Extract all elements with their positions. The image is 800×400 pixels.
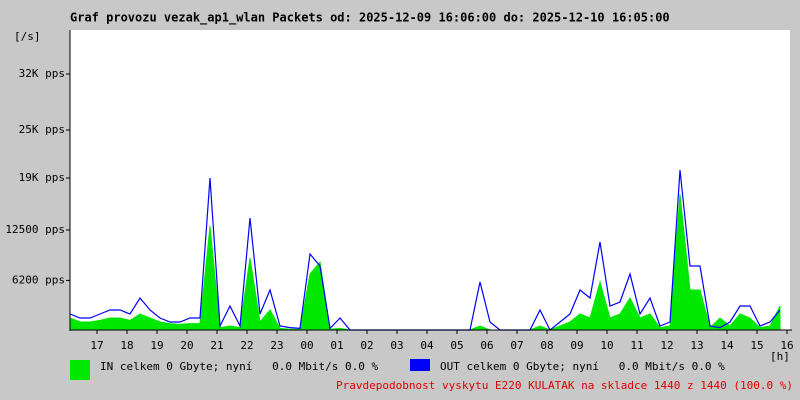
- y-tick-label: 32K pps: [19, 67, 65, 80]
- x-tick-label: 02: [360, 339, 373, 352]
- x-tick-label: 19: [150, 339, 163, 352]
- y-tick-label: 19K pps: [19, 171, 65, 184]
- x-tick-label: 17: [90, 339, 103, 352]
- x-tick-label: 04: [420, 339, 434, 352]
- x-tick-label: 03: [390, 339, 403, 352]
- x-tick-label: 22: [240, 339, 253, 352]
- legend-swatch: [70, 360, 90, 380]
- y-tick-label: 25K pps: [19, 123, 65, 136]
- y-tick-label: 6200 pps: [12, 273, 65, 286]
- chart-title: Graf provozu vezak_ap1_wlan Packets od: …: [70, 11, 670, 26]
- footer-annotation: Pravdepodobnost vyskytu E220 KULATAK na …: [336, 379, 793, 392]
- x-tick-label: 23: [270, 339, 283, 352]
- x-tick-label: 10: [600, 339, 613, 352]
- y-axis-label: [/s]: [14, 30, 41, 43]
- legend-label: OUT celkem 0 Gbyte; nyní 0.0 Mbit/s 0.0 …: [440, 360, 725, 373]
- x-tick-label: 01: [330, 339, 343, 352]
- x-tick-label: 08: [540, 339, 553, 352]
- x-tick-label: 14: [720, 339, 734, 352]
- x-tick-label: 06: [480, 339, 493, 352]
- x-tick-label: 21: [210, 339, 223, 352]
- x-tick-label: 00: [300, 339, 313, 352]
- x-tick-label: 05: [450, 339, 463, 352]
- legend-swatch: [410, 359, 430, 371]
- x-tick-label: 18: [120, 339, 133, 352]
- y-tick-label: 12500 pps: [5, 223, 65, 236]
- x-tick-label: 20: [180, 339, 193, 352]
- legend-label: IN celkem 0 Gbyte; nyní 0.0 Mbit/s 0.0 %: [100, 360, 379, 373]
- x-tick-label: 09: [570, 339, 583, 352]
- x-tick-label: 11: [630, 339, 643, 352]
- x-tick-label: 07: [510, 339, 523, 352]
- x-axis-label: [h]: [770, 350, 790, 363]
- x-tick-label: 16: [780, 339, 793, 352]
- plot-area: [70, 30, 790, 330]
- x-tick-label: 12: [660, 339, 673, 352]
- x-tick-label: 13: [690, 339, 703, 352]
- x-tick-label: 15: [750, 339, 763, 352]
